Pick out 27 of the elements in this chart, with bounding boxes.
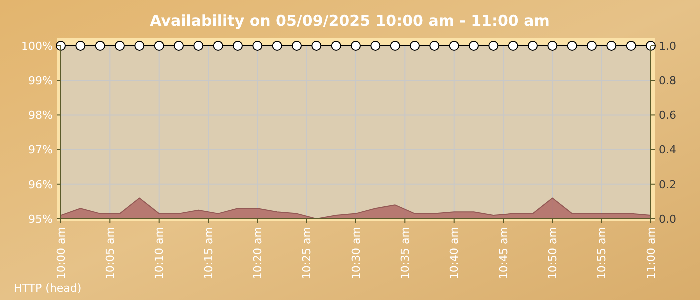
x-tick-label: 10:15 am xyxy=(202,227,216,280)
x-tick-label: 10:10 am xyxy=(153,227,166,280)
y-tick-label: 99% xyxy=(28,74,53,88)
y2-tick-label: 0.2 xyxy=(659,178,676,192)
y-tick-label: 95% xyxy=(28,212,53,226)
text: HTTP (head) xyxy=(14,282,82,295)
y-tick-label: 97% xyxy=(28,144,53,157)
x-tick-label: 10:45 am xyxy=(497,227,510,280)
x-tick-label: 10:05 am xyxy=(104,227,117,280)
y2-tick-label: 1.0 xyxy=(659,40,676,53)
x-tick-label: 10:55 am xyxy=(596,227,609,280)
y-tick-label: 100% xyxy=(22,40,53,53)
y-tick-label: 98% xyxy=(28,109,53,122)
x-tick-label: 10:25 am xyxy=(300,227,314,280)
x-tick-label: 10:35 am xyxy=(398,227,412,280)
x-tick-label: 10:00 am xyxy=(54,227,68,280)
chart-title: Availability on 05/09/2025 10:00 am - 11:00 am xyxy=(150,12,550,30)
x-tick-label: 10:40 am xyxy=(448,227,462,280)
y2-tick-label: 0.6 xyxy=(659,109,676,122)
y2-tick-label: 0.4 xyxy=(659,144,676,157)
y-tick-label: 96% xyxy=(28,178,53,192)
y2-tick-label: 0.8 xyxy=(659,74,676,88)
y2-tick-label: 0.0 xyxy=(659,212,676,226)
x-tick-label: 10:20 am xyxy=(251,227,264,280)
x-tick-label: 11:00 am xyxy=(644,227,658,280)
x-tick-label: 10:30 am xyxy=(350,227,363,280)
x-tick-label: 10:50 am xyxy=(546,227,560,280)
